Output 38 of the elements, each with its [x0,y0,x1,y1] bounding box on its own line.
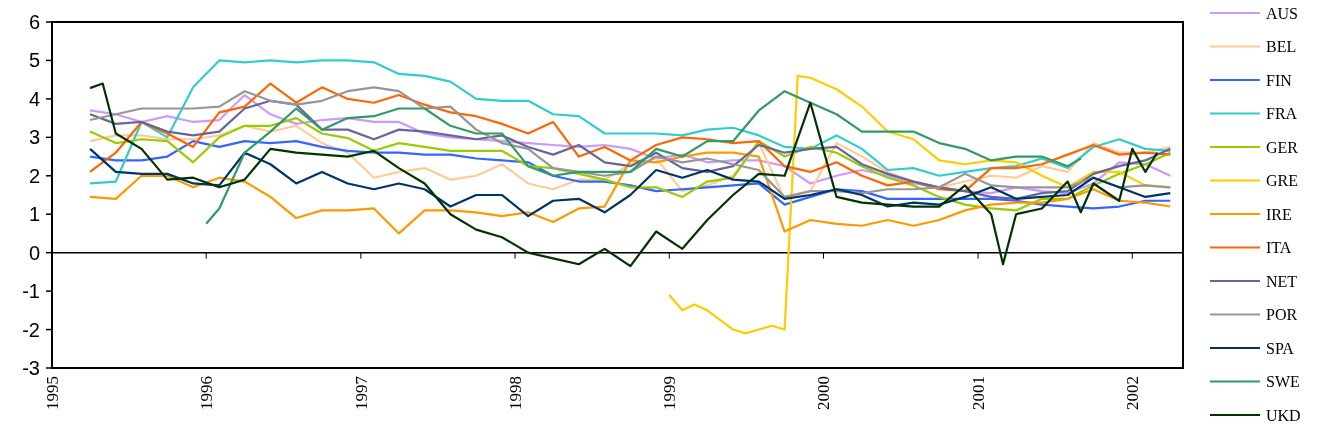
legend-label: SWE [1266,373,1300,391]
legend-label: UKD [1266,406,1301,424]
y-tick-label: 2 [28,164,40,187]
y-tick-label: -3 [22,357,40,379]
line-series [88,147,1172,218]
legend-label: IRE [1266,205,1292,223]
y-tick-label: 4 [28,87,40,110]
y-tick-label: 0 [28,241,40,264]
y-tick-label: -2 [22,318,40,341]
y-tick-label: 5 [28,49,40,72]
line-series [88,140,1172,210]
line-series [88,59,1172,185]
x-tick-label: 1996 [197,376,217,410]
line-series [88,151,1172,235]
x-tick-label: 2002 [1123,376,1143,410]
legend-label: BEL [1266,38,1297,56]
legend-label: GRE [1266,172,1298,190]
legend-label: AUS [1266,4,1299,22]
x-tick-label: 2001 [969,376,989,410]
line-series [205,90,1082,225]
x-tick-label: 1997 [351,375,371,410]
x-tick-label: 2000 [814,376,834,410]
legend-label: SPA [1266,339,1295,357]
x-tick-label: 1999 [660,376,680,410]
legend-label: FIN [1266,71,1293,89]
legend-label: GER [1266,138,1299,156]
x-tick-label: 1995 [42,376,62,410]
line-series [88,82,1159,268]
y-tick-label: 1 [28,203,40,226]
line-series [88,117,1172,212]
legend-label: POR [1266,306,1298,324]
y-tick-label: 6 [28,11,40,33]
x-tick-label: 1998 [506,376,525,410]
y-tick-label: -1 [22,280,40,303]
legend-label: ITA [1266,239,1292,257]
legend-label: NET [1266,272,1298,290]
legend-label: FRA [1266,105,1298,123]
y-tick-label: 3 [28,126,40,149]
